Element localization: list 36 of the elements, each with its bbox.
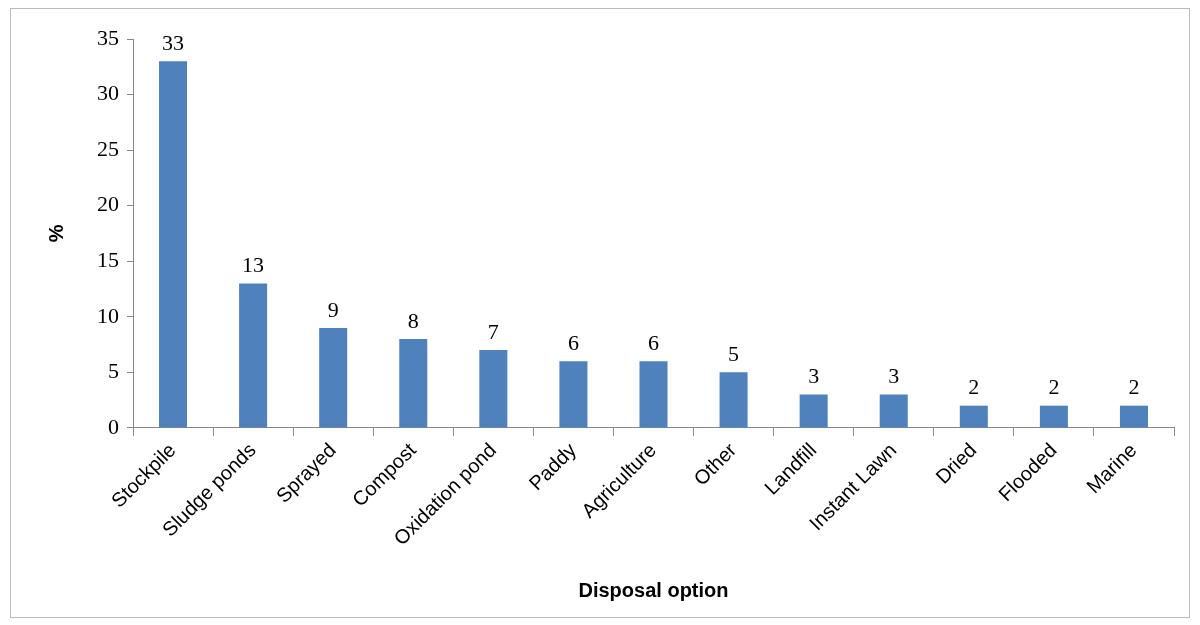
bar: [959, 405, 988, 428]
data-label: 2: [1048, 374, 1060, 400]
y-tick-label: 20: [97, 191, 119, 217]
y-axis-title: %: [44, 224, 67, 243]
y-tick-label: 15: [97, 247, 119, 273]
y-tick-label: 30: [97, 80, 119, 106]
bar: [879, 394, 908, 428]
bar: [1039, 405, 1068, 428]
data-label: 13: [242, 252, 265, 278]
data-label: 33: [162, 30, 185, 55]
y-tick-label: 5: [108, 358, 119, 384]
y-tick-label: 35: [97, 24, 119, 50]
bar: [319, 327, 348, 428]
x-axis-title: Disposal option: [578, 578, 729, 601]
bar: [159, 61, 188, 428]
y-tick-label: 0: [108, 413, 119, 439]
bar: [559, 361, 588, 428]
data-label: 9: [327, 296, 339, 322]
bar: [479, 350, 508, 428]
bar: [719, 372, 748, 428]
data-label: 2: [968, 374, 980, 400]
bar: [639, 361, 668, 428]
y-tick-label: 10: [97, 302, 119, 328]
y-tick-label: 25: [97, 135, 119, 161]
data-label: 6: [648, 330, 659, 356]
bar: [1119, 405, 1148, 428]
data-label: 3: [888, 363, 900, 389]
data-label: 3: [808, 363, 820, 389]
bar: [799, 394, 828, 428]
data-label: 6: [567, 330, 579, 356]
data-label: 2: [1128, 374, 1140, 400]
bar: [399, 339, 428, 428]
data-label: 5: [728, 341, 740, 367]
data-label: 8: [407, 307, 419, 333]
data-label: 7: [487, 318, 499, 344]
bar: [239, 283, 268, 428]
